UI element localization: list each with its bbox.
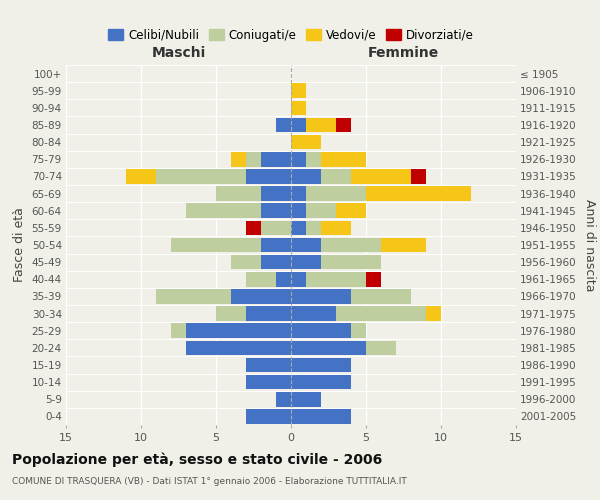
Bar [291, 238, 321, 252]
Bar [186, 204, 261, 218]
Bar [261, 186, 291, 201]
Bar [246, 358, 291, 372]
Bar [336, 204, 366, 218]
Bar [291, 340, 366, 355]
Bar [261, 238, 291, 252]
Bar [291, 358, 351, 372]
Bar [321, 220, 351, 235]
Text: Popolazione per età, sesso e stato civile - 2006: Popolazione per età, sesso e stato civil… [12, 452, 382, 467]
Bar [351, 324, 366, 338]
Bar [411, 169, 426, 184]
Bar [171, 324, 186, 338]
Bar [306, 204, 336, 218]
Bar [246, 169, 291, 184]
Bar [321, 238, 381, 252]
Bar [291, 409, 351, 424]
Bar [186, 324, 291, 338]
Bar [171, 238, 261, 252]
Text: Femmine: Femmine [368, 46, 439, 60]
Bar [276, 272, 291, 286]
Y-axis label: Anni di nascita: Anni di nascita [583, 198, 596, 291]
Bar [231, 152, 246, 166]
Bar [291, 186, 306, 201]
Text: Maschi: Maschi [151, 46, 206, 60]
Bar [426, 306, 441, 321]
Bar [291, 152, 306, 166]
Bar [291, 118, 306, 132]
Bar [291, 204, 306, 218]
Bar [261, 204, 291, 218]
Bar [351, 169, 411, 184]
Bar [291, 100, 306, 115]
Bar [246, 272, 276, 286]
Bar [306, 186, 366, 201]
Bar [336, 306, 426, 321]
Bar [291, 169, 321, 184]
Bar [261, 255, 291, 270]
Bar [291, 392, 321, 406]
Bar [216, 306, 246, 321]
Bar [276, 392, 291, 406]
Bar [291, 324, 351, 338]
Bar [246, 220, 261, 235]
Bar [366, 272, 381, 286]
Bar [381, 238, 426, 252]
Bar [306, 220, 321, 235]
Bar [321, 169, 351, 184]
Bar [306, 272, 366, 286]
Bar [186, 340, 291, 355]
Bar [291, 220, 306, 235]
Bar [126, 169, 156, 184]
Bar [246, 306, 291, 321]
Bar [366, 340, 396, 355]
Bar [291, 135, 321, 150]
Bar [291, 375, 351, 390]
Bar [291, 272, 306, 286]
Text: COMUNE DI TRASQUERA (VB) - Dati ISTAT 1° gennaio 2006 - Elaborazione TUTTITALIA.: COMUNE DI TRASQUERA (VB) - Dati ISTAT 1°… [12, 478, 407, 486]
Y-axis label: Fasce di età: Fasce di età [13, 208, 26, 282]
Legend: Celibi/Nubili, Coniugati/e, Vedovi/e, Divorziati/e: Celibi/Nubili, Coniugati/e, Vedovi/e, Di… [103, 24, 479, 46]
Bar [321, 152, 366, 166]
Bar [231, 289, 291, 304]
Bar [336, 118, 351, 132]
Bar [291, 306, 336, 321]
Bar [306, 118, 336, 132]
Bar [276, 118, 291, 132]
Bar [156, 169, 246, 184]
Bar [246, 409, 291, 424]
Bar [261, 152, 291, 166]
Bar [291, 289, 351, 304]
Bar [246, 152, 261, 166]
Bar [291, 84, 306, 98]
Bar [231, 255, 261, 270]
Bar [366, 186, 471, 201]
Bar [261, 220, 291, 235]
Bar [156, 289, 231, 304]
Bar [246, 375, 291, 390]
Bar [306, 152, 321, 166]
Bar [321, 255, 381, 270]
Bar [216, 186, 261, 201]
Bar [291, 255, 321, 270]
Bar [351, 289, 411, 304]
